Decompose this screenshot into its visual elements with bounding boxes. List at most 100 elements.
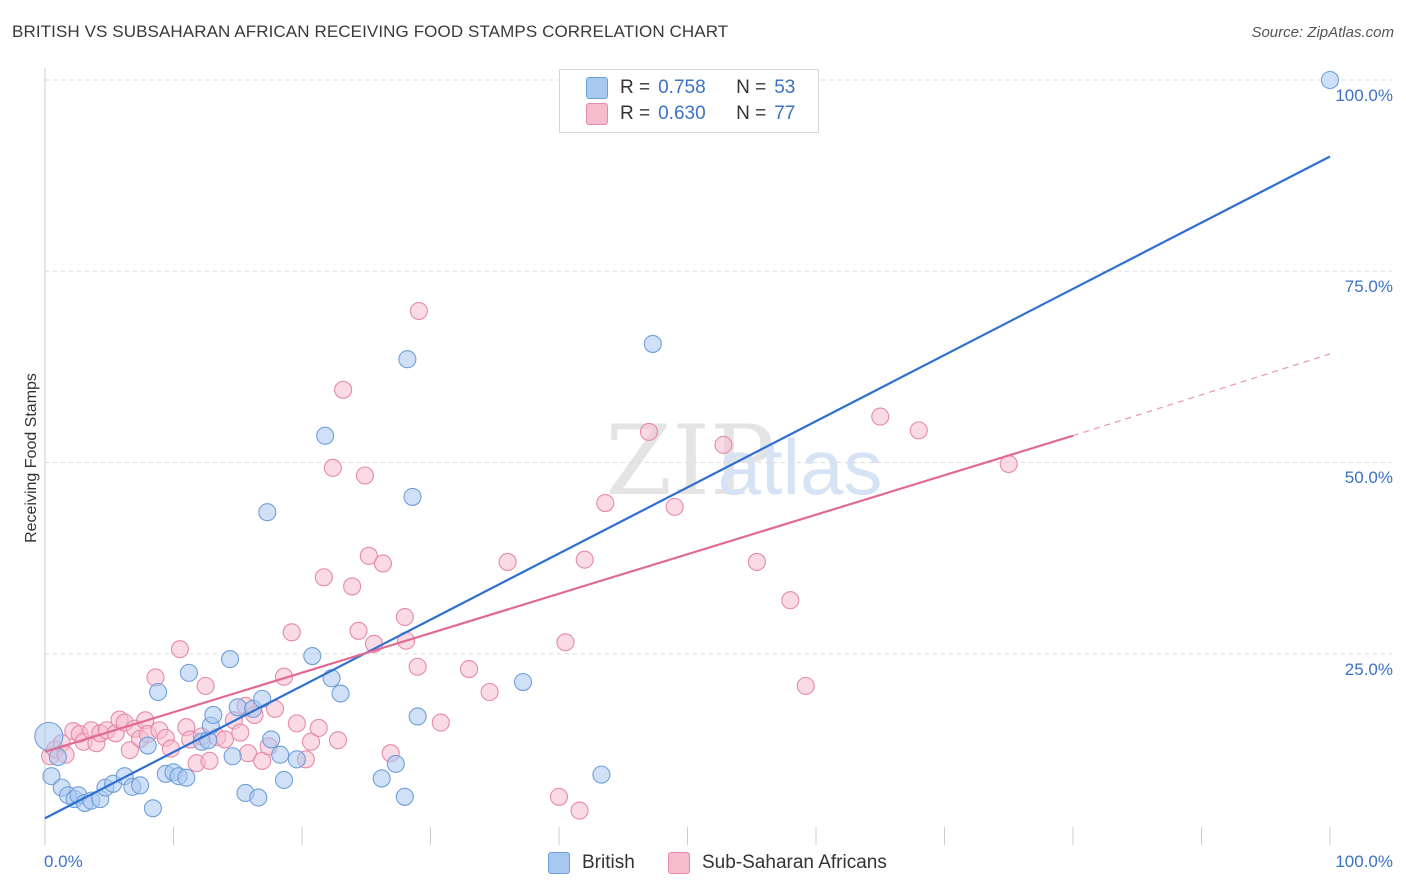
african-point	[556, 633, 575, 652]
african-point	[349, 621, 368, 640]
british-point	[220, 650, 240, 669]
british-point	[204, 705, 223, 725]
watermark-zip: ZIP	[605, 405, 774, 517]
british-point	[331, 684, 350, 703]
african-point	[480, 682, 499, 702]
african-swatch	[586, 103, 608, 125]
african-point	[796, 676, 815, 695]
african-point	[498, 552, 517, 572]
british-legend-swatch	[548, 852, 570, 874]
african-point	[714, 435, 733, 454]
british-trend-line	[44, 155, 1331, 820]
grid-layer	[45, 79, 1392, 655]
british-point	[131, 776, 150, 795]
british-point	[287, 750, 306, 769]
african-point	[871, 407, 890, 426]
british-point	[386, 754, 405, 773]
british-n-label: N =	[736, 77, 767, 98]
british-point	[149, 682, 168, 702]
african-point	[359, 546, 378, 565]
british-point	[42, 767, 61, 786]
african-point	[409, 301, 428, 321]
british-legend-label: British	[582, 852, 635, 873]
african-point	[170, 640, 189, 659]
british-point	[408, 707, 427, 726]
african-point	[343, 577, 362, 596]
african-point	[570, 801, 589, 820]
british-point	[643, 334, 662, 353]
african-point	[200, 751, 219, 770]
british-point	[271, 745, 290, 764]
british-point	[322, 669, 341, 688]
british-point	[143, 799, 162, 818]
african-point	[575, 550, 594, 569]
african-point	[459, 659, 479, 679]
legend-row-african: R = 0.630 N = 77	[586, 103, 796, 125]
british-point	[138, 736, 157, 755]
african-point	[639, 422, 659, 441]
axis-layer	[44, 68, 1331, 845]
african-point	[120, 741, 139, 760]
african-r-value: 0.630	[658, 103, 706, 124]
african-point	[196, 676, 215, 695]
british-point	[316, 426, 335, 445]
chart-title: BRITISH VS SUBSAHARAN AFRICAN RECEIVING …	[12, 22, 729, 41]
african-point	[355, 466, 375, 485]
african-point	[431, 713, 450, 732]
x-tick-min: 0.0%	[44, 852, 83, 871]
y-tick-25: 25.0%	[1344, 660, 1393, 679]
british-point	[179, 663, 198, 682]
british-point	[395, 787, 414, 806]
british-point	[249, 788, 268, 807]
african-point	[334, 380, 353, 399]
african-point	[323, 458, 342, 477]
british-point	[228, 698, 247, 717]
british-swatch	[586, 77, 608, 99]
y-tick-75: 75.0%	[1344, 277, 1393, 296]
british-point	[372, 769, 391, 788]
african-point	[596, 493, 615, 513]
british-point	[177, 768, 196, 787]
african-points	[41, 301, 1018, 820]
british-point	[262, 730, 281, 749]
african-point	[287, 714, 306, 733]
african-point	[909, 421, 928, 440]
african-point	[373, 554, 393, 573]
african-point	[328, 731, 348, 750]
african-point	[301, 732, 321, 751]
british-point	[258, 503, 277, 522]
y-tick-50: 50.0%	[1344, 468, 1393, 487]
british-point	[48, 747, 67, 767]
african-legend-swatch	[668, 852, 690, 874]
african-point	[781, 591, 800, 610]
british-n-value: 53	[774, 77, 796, 98]
y-tick-100: 100.0%	[1335, 86, 1393, 105]
british-point	[34, 721, 64, 751]
british-r-label: R =	[620, 77, 651, 98]
bottom-legend-african: Sub-Saharan Africans	[668, 851, 887, 875]
british-point	[403, 487, 422, 506]
african-legend-label: Sub-Saharan Africans	[702, 852, 887, 873]
british-point	[223, 747, 242, 766]
african-trend-extension	[1072, 353, 1331, 437]
african-point	[747, 552, 766, 572]
african-point	[408, 657, 427, 676]
african-point	[309, 718, 328, 738]
british-r-value: 0.758	[658, 77, 706, 98]
african-point	[282, 623, 301, 642]
african-point	[549, 787, 569, 806]
british-point	[513, 673, 533, 692]
correlation-legend: R = 0.758 N = 53 R = 0.630 N = 77	[559, 69, 819, 133]
african-point	[314, 568, 333, 587]
african-n-value: 77	[774, 103, 796, 124]
british-point	[253, 689, 272, 708]
x-tick-max: 100.0%	[1335, 852, 1393, 871]
british-point	[398, 350, 417, 369]
bottom-legend-british: British	[548, 851, 635, 875]
british-point	[274, 770, 294, 790]
british-point	[303, 646, 322, 666]
african-r-label: R =	[620, 103, 651, 124]
british-point	[1320, 70, 1340, 90]
african-trend-line	[44, 434, 1074, 753]
